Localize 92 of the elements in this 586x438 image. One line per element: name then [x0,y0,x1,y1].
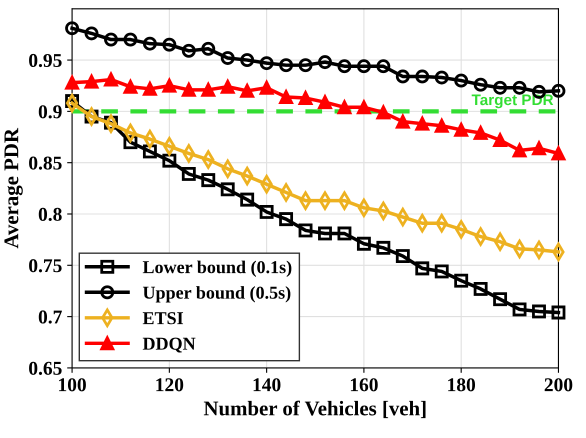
y-tick-label: 0.8 [38,208,62,222]
y-tick-label: 0.9 [38,105,62,118]
legend-label: Upper bound (0.5s) [142,286,290,302]
y-axis-title: Average PDR [4,128,23,248]
point [65,76,80,90]
point [124,32,138,46]
point [376,59,390,74]
point [493,133,508,148]
x-tick-label: 200 [544,378,572,392]
point [162,154,176,168]
point [240,53,254,68]
point [396,114,410,129]
point [454,274,468,288]
point [279,90,294,104]
point [84,26,98,40]
point [279,212,294,226]
x-tick-label: 140 [254,378,280,392]
point [162,78,176,93]
point [552,306,566,320]
point [356,59,371,74]
point [434,70,449,84]
point [376,105,390,120]
point [182,82,196,97]
point [260,80,274,95]
point [220,80,235,94]
x-axis-title: Number of Vehicles [veh] [204,400,426,418]
point [474,78,488,92]
x-tick-label: 180 [448,378,476,392]
point [415,70,430,84]
point [318,226,332,240]
point [356,100,371,114]
x-tick-label: 100 [59,378,86,392]
x-tick-label: 160 [350,378,378,392]
legend-label: ETSI [142,312,184,324]
point [240,84,254,98]
point [220,51,235,65]
point [552,84,566,98]
x-tick-label: 120 [156,378,184,392]
point [493,292,508,306]
point [65,21,80,36]
point [532,304,546,318]
point [220,182,235,196]
point [434,118,449,133]
point [201,173,216,188]
point [512,143,526,158]
point [512,302,526,316]
point [260,204,274,219]
point [162,38,176,52]
y-tick-label: 0.85 [29,156,62,170]
point [338,59,352,74]
point [356,236,371,251]
point [434,264,449,278]
point [260,56,274,70]
y-tick-label: 0.95 [29,54,62,68]
point [338,100,352,114]
y-tick-label: 0.65 [29,362,62,375]
point [552,146,566,160]
point [124,80,138,94]
point [415,261,430,276]
point [201,82,216,97]
point [318,95,332,110]
point [201,42,216,56]
point [474,282,488,296]
point [396,249,410,264]
y-tick-label: 0.75 [29,259,62,272]
point [182,44,196,58]
point [240,192,254,207]
point [298,91,312,105]
point [512,80,526,95]
point [104,32,118,46]
point [318,55,332,70]
point [298,223,312,238]
legend-label: Lower bound (0.1s) [142,260,292,277]
point [279,58,294,72]
point [454,74,468,88]
point [338,226,352,240]
point [396,70,410,84]
point [532,141,546,156]
point [142,36,157,51]
point [376,240,390,255]
point [142,144,157,158]
point [298,58,312,72]
point [454,122,468,137]
point [182,167,196,181]
point [104,72,118,87]
legend-label: DDQN [142,338,196,353]
point [493,80,508,95]
point [142,82,157,96]
y-tick-label: 0.7 [38,310,62,324]
point [415,116,430,131]
point [474,126,488,140]
point [84,74,98,89]
